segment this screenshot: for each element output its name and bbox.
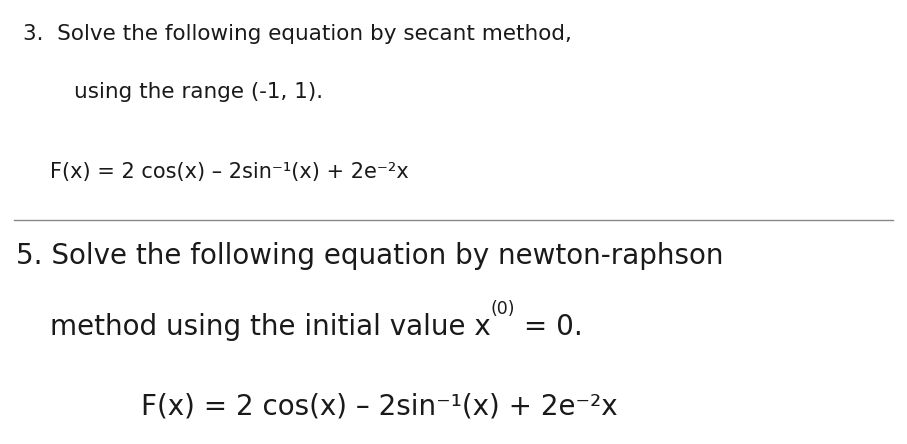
Text: using the range (-1, 1).: using the range (-1, 1). xyxy=(74,82,324,102)
Text: = 0.: = 0. xyxy=(515,313,583,341)
Text: (0): (0) xyxy=(491,300,515,318)
Text: F(x) = 2 cos(x) – 2sin⁻¹(x) + 2e⁻²x: F(x) = 2 cos(x) – 2sin⁻¹(x) + 2e⁻²x xyxy=(50,162,409,182)
Text: method using the initial value x: method using the initial value x xyxy=(50,313,491,341)
Text: 5. Solve the following equation by newton-raphson: 5. Solve the following equation by newto… xyxy=(16,242,724,270)
Text: 3.  Solve the following equation by secant method,: 3. Solve the following equation by secan… xyxy=(23,24,571,44)
Text: F(x) = 2 cos(x) – 2sin⁻¹(x) + 2e⁻²x: F(x) = 2 cos(x) – 2sin⁻¹(x) + 2e⁻²x xyxy=(141,393,617,421)
